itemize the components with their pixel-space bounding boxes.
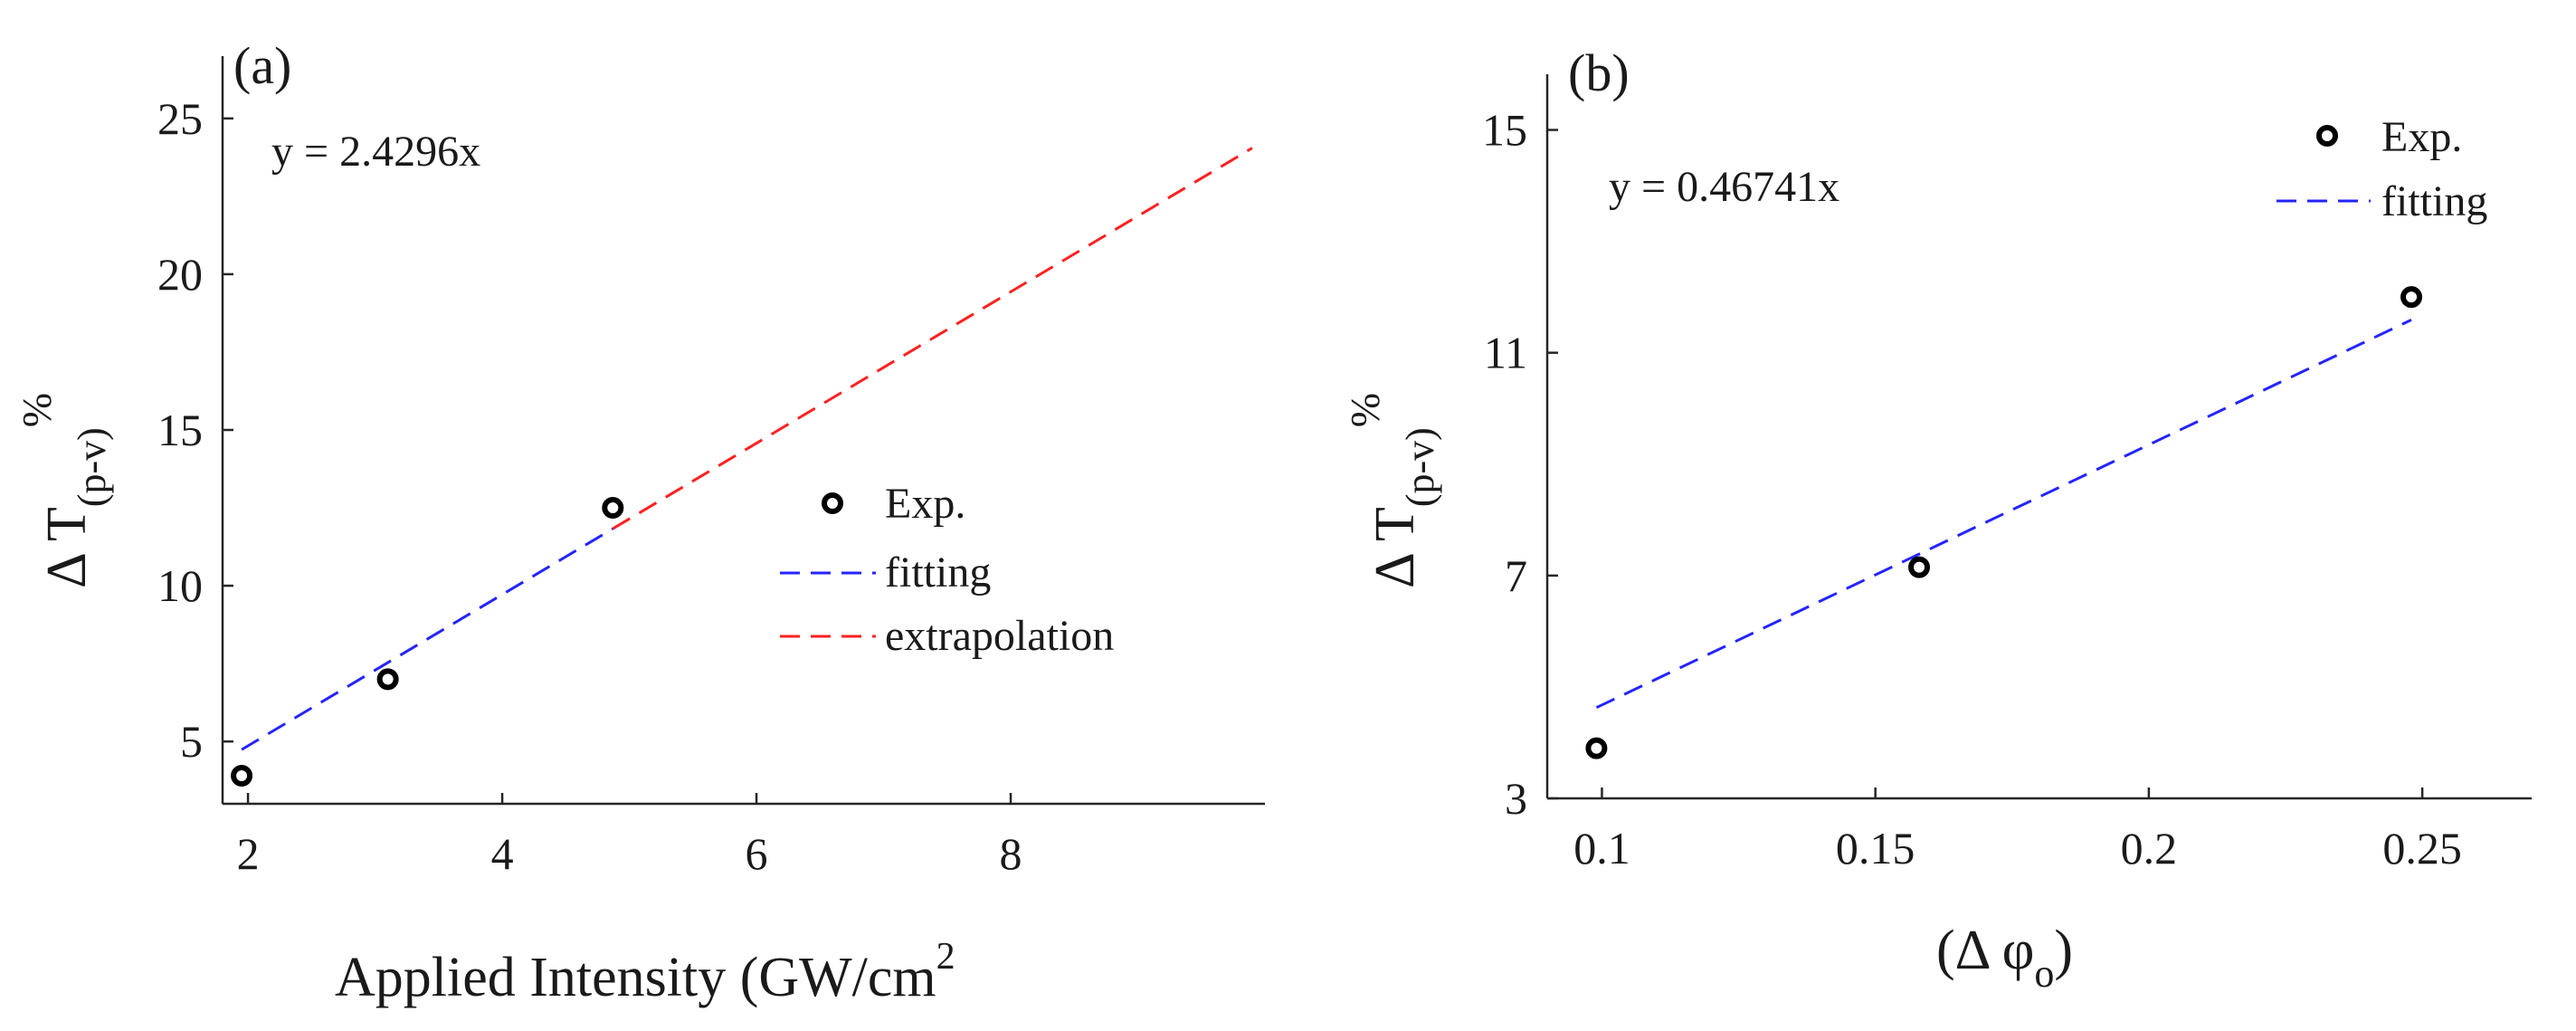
panel-b-legend: Exp. fitting <box>2277 113 2487 225</box>
x-tick-label: 0.2 <box>2121 823 2178 873</box>
x-tick-label: 0.25 <box>2382 823 2462 873</box>
x-tick-label: 8 <box>1000 828 1022 879</box>
series-line-fitting <box>1595 319 2412 710</box>
y-tick-label: 7 <box>1505 550 1527 601</box>
panel-b-equation: y = 0.46741x <box>1609 163 1839 211</box>
panel-a-label: (a) <box>233 36 291 95</box>
exp-data-point <box>231 765 253 788</box>
panel-a-legend: Exp. fitting extrapolation <box>780 480 1114 660</box>
panel-a-x-ticks: 2 4 6 8 <box>237 793 1022 879</box>
panel-b-y-axis-title: Δ T(p-v)% <box>1342 393 1442 588</box>
panel-a-chart: 2 4 6 8 5 10 15 20 25 (a) y = 2.4296x Applied I… <box>14 36 1265 1008</box>
panel-b-axes <box>1545 74 2532 800</box>
exp-data-point <box>376 668 399 691</box>
panel-b-chart: 0.1 0.15 0.2 0.25 3 7 11 15 (b) y = 0.46741x (… <box>1342 43 2532 996</box>
y-tick-label: 25 <box>157 93 203 144</box>
legend-exp-label: Exp. <box>2381 113 2462 161</box>
exp-data-point <box>1908 556 1931 578</box>
x-tick-label: 0.15 <box>1836 823 1915 873</box>
x-tick-label: 6 <box>746 828 768 879</box>
legend-exp-marker <box>822 492 843 514</box>
panel-a-equation: y = 2.4296x <box>271 128 480 176</box>
panel-a-y-ticks: 5 10 15 20 25 <box>157 93 233 767</box>
y-tick-label: 10 <box>157 560 203 611</box>
panel-b-x-axis-title: (Δ φo) <box>1936 920 2073 996</box>
legend-exp-marker <box>2316 125 2338 147</box>
x-tick-label: 4 <box>491 828 514 879</box>
y-tick-label: 3 <box>1505 773 1527 824</box>
exp-data-point <box>1585 737 1608 759</box>
legend-exp-label: Exp. <box>885 480 965 528</box>
x-tick-label: 0.1 <box>1573 823 1630 873</box>
panel-b-series <box>1585 286 2423 759</box>
y-tick-label: 15 <box>157 405 203 455</box>
panel-a-x-axis-title: Applied Intensity (GW/cm2 <box>335 936 955 1008</box>
legend-fitting-label: fitting <box>885 549 991 597</box>
series-line-fitting <box>241 527 614 751</box>
panel-a-y-axis-title: Δ T(p-v)% <box>14 393 114 588</box>
exp-data-point <box>602 497 624 520</box>
panel-a-series <box>231 147 1253 788</box>
legend-fitting-label: fitting <box>2381 177 2487 225</box>
exp-data-point <box>2400 286 2423 309</box>
x-tick-label: 2 <box>237 828 260 879</box>
legend-extrapolation-label: extrapolation <box>885 612 1114 660</box>
y-tick-label: 15 <box>1482 105 1527 156</box>
panel-b-x-ticks: 0.1 0.15 0.2 0.25 <box>1573 788 2462 873</box>
y-tick-label: 5 <box>180 716 203 767</box>
y-tick-label: 11 <box>1484 328 1527 378</box>
y-tick-label: 20 <box>157 249 203 300</box>
panel-b-y-ticks: 3 7 11 15 <box>1482 105 1558 824</box>
panel-b-label: (b) <box>1568 43 1630 102</box>
series-line-extrapolation <box>612 147 1253 530</box>
